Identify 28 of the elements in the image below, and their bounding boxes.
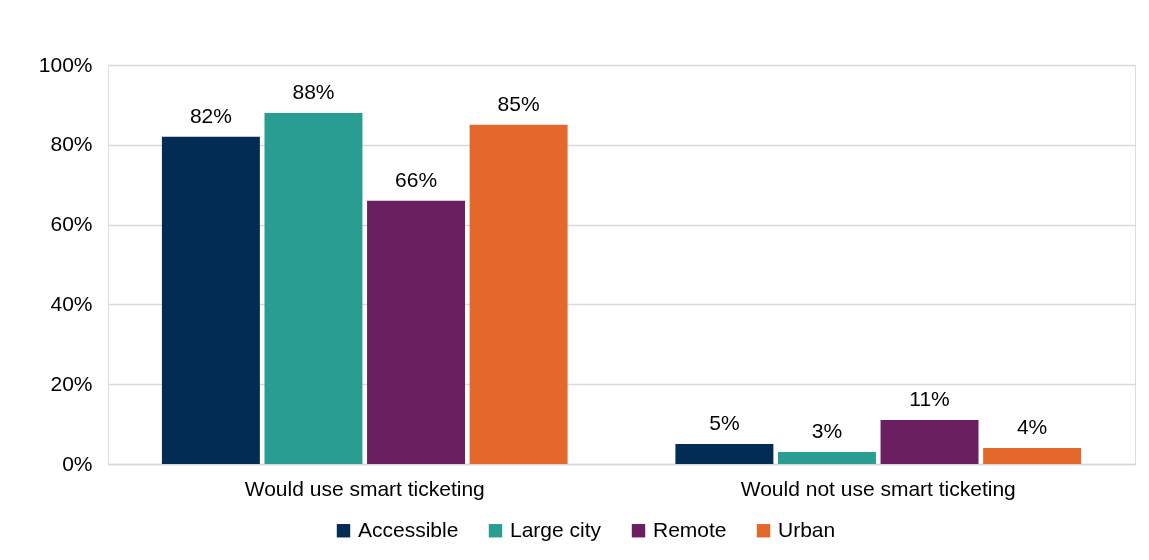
data-label: 11%	[909, 387, 950, 411]
y-tick-label: 20%	[50, 371, 93, 395]
y-tick-label: 60%	[50, 212, 93, 236]
data-label: 3%	[811, 419, 843, 443]
data-label: 4%	[1016, 415, 1048, 439]
legend-label: Remote	[653, 517, 727, 541]
data-label: 82%	[189, 103, 232, 127]
bar	[983, 448, 1082, 464]
bar	[880, 420, 979, 464]
bar	[367, 200, 466, 464]
y-tick-label: 80%	[50, 132, 93, 156]
x-tick-label: Would use smart ticketing	[244, 476, 485, 500]
bar	[264, 112, 363, 464]
x-tick-label: Would not use smart ticketing	[740, 476, 1016, 500]
data-label: 88%	[292, 79, 335, 103]
legend-label: Urban	[778, 517, 836, 541]
legend-label: Large city	[510, 517, 602, 541]
data-label: 66%	[395, 167, 438, 191]
legend-label: Accessible	[358, 517, 459, 541]
bar	[161, 136, 260, 464]
bar	[675, 444, 774, 464]
bar	[777, 452, 876, 464]
y-tick-label: 0%	[62, 451, 93, 475]
data-label: 5%	[709, 411, 740, 435]
data-label: 85%	[497, 91, 540, 115]
bar	[469, 124, 568, 464]
y-tick-label: 40%	[50, 291, 93, 315]
y-tick-label: 100%	[38, 52, 93, 76]
